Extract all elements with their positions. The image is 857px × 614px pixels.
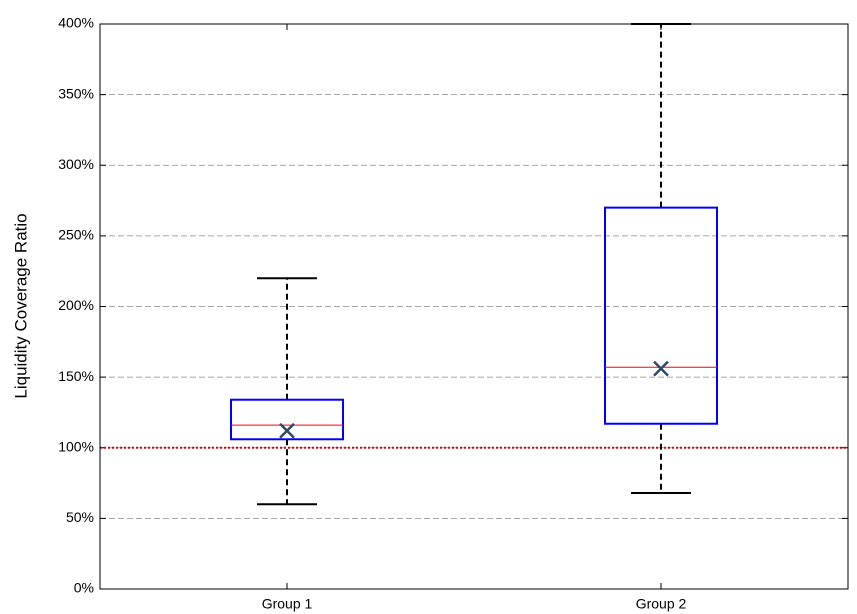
y-tick-label: 150% (58, 368, 94, 384)
y-tick-label: 0% (74, 580, 94, 596)
box (604, 206, 718, 425)
y-tick-label: 200% (58, 297, 94, 313)
plot-frame (99, 23, 849, 590)
y-tick-label: 250% (58, 227, 94, 243)
x-tick-label: Group 2 (636, 596, 687, 612)
y-tick-label: 400% (58, 15, 94, 31)
mean-marker (653, 360, 669, 377)
y-axis-label: Liquidity Coverage Ratio (11, 213, 30, 398)
mean-marker (279, 422, 295, 439)
box (230, 398, 344, 441)
y-tick-label: 100% (58, 438, 94, 454)
x-tick-label: Group 1 (262, 596, 313, 612)
y-tick-label: 300% (58, 156, 94, 172)
y-tick-label: 50% (66, 509, 94, 525)
y-tick-label: 350% (58, 85, 94, 101)
